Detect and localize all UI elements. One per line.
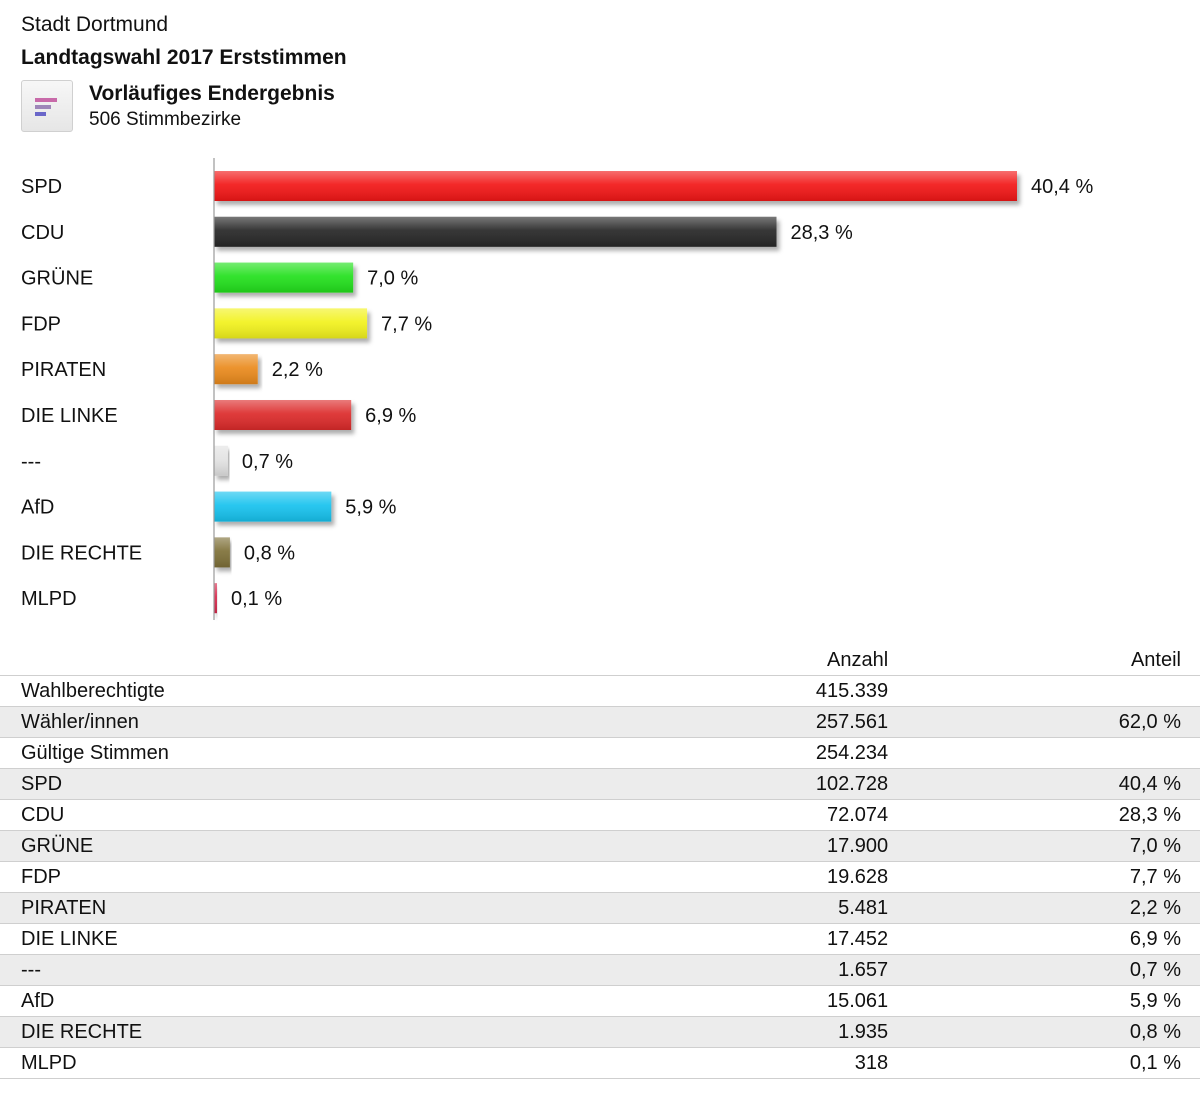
bar-other[interactable] xyxy=(214,445,228,476)
row-label: FDP xyxy=(0,861,612,893)
table-row: CDU 72.074 28,3 % xyxy=(0,799,1200,831)
category-label-grüne: GRÜNE xyxy=(21,268,93,290)
column-header-count: Anzahl xyxy=(611,645,889,676)
value-label-cdu: 28,3 % xyxy=(790,222,852,244)
row-share: 0,7 % xyxy=(888,954,1200,986)
value-label-fdp: 7,7 % xyxy=(381,313,432,335)
results-table: Anzahl Anteil Wahlberechtigte 415.339 Wähl… xyxy=(0,645,1200,1079)
page-header: Stadt Dortmund Landtagswahl 2017 Erststi… xyxy=(21,10,1171,134)
category-label-spd: SPD xyxy=(21,176,62,198)
value-label-die-linke: 6,9 % xyxy=(365,405,416,427)
row-count: 5.481 xyxy=(611,892,889,924)
category-label-die-linke: DIE LINKE xyxy=(21,405,118,427)
value-label-piraten: 2,2 % xyxy=(272,359,323,381)
bar-die-linke[interactable] xyxy=(214,400,352,430)
row-share: 7,7 % xyxy=(888,861,1200,893)
value-label-afd: 5,9 % xyxy=(345,497,396,519)
table-row: DIE RECHTE 1.935 0,8 % xyxy=(0,1016,1200,1048)
value-label-other: 0,7 % xyxy=(242,451,293,473)
bar-piraten[interactable] xyxy=(214,354,258,385)
row-count: 102.728 xyxy=(611,768,889,800)
row-label: GRÜNE xyxy=(0,830,612,862)
row-label: DIE LINKE xyxy=(0,923,612,955)
result-status: Vorläufiges Endergebnis 506 Stimmbezirke xyxy=(21,80,1171,134)
row-share: 5,9 % xyxy=(888,985,1200,1017)
row-count: 254.234 xyxy=(611,737,889,769)
row-count: 257.561 xyxy=(611,706,889,738)
row-count: 318 xyxy=(611,1047,889,1079)
value-label-grüne: 7,0 % xyxy=(367,268,418,290)
election-title: Landtagswahl 2017 Erststimmen xyxy=(21,46,347,69)
row-label: Gültige Stimmen xyxy=(0,737,612,769)
row-label: --- xyxy=(0,954,612,986)
bar-spd[interactable] xyxy=(214,171,1017,201)
row-count: 17.452 xyxy=(611,923,889,955)
table-row: Wähler/innen 257.561 62,0 % xyxy=(0,706,1200,738)
row-share: 0,8 % xyxy=(888,1016,1200,1048)
row-share xyxy=(888,737,1200,769)
row-share: 7,0 % xyxy=(888,830,1200,862)
row-label: DIE RECHTE xyxy=(0,1016,612,1048)
row-label: Wähler/innen xyxy=(0,706,612,738)
category-label-mlpd: MLPD xyxy=(21,588,77,610)
row-count: 72.074 xyxy=(611,799,889,831)
bar-fdp[interactable] xyxy=(214,308,368,339)
row-share: 0,1 % xyxy=(888,1047,1200,1079)
result-status-title: Vorläufiges Endergebnis xyxy=(89,82,335,105)
result-status-subtitle: 506 Stimmbezirke xyxy=(89,109,242,130)
row-count: 15.061 xyxy=(611,985,889,1017)
row-count: 17.900 xyxy=(611,830,889,862)
bar-cdu[interactable] xyxy=(214,216,777,247)
column-header-label xyxy=(0,645,612,676)
row-label: AfD xyxy=(0,985,612,1017)
row-count: 1.657 xyxy=(611,954,889,986)
category-label-fdp: FDP xyxy=(21,313,61,335)
category-label-afd: AfD xyxy=(21,497,54,519)
row-share: 40,4 % xyxy=(888,768,1200,800)
table-row: FDP 19.628 7,7 % xyxy=(0,861,1200,893)
table-row: Wahlberechtigte 415.339 xyxy=(0,675,1200,707)
table-row: AfD 15.061 5,9 % xyxy=(0,985,1200,1017)
bar-chart-icon[interactable] xyxy=(21,80,73,132)
value-label-die-rechte: 0,8 % xyxy=(244,542,295,564)
table-row: SPD 102.728 40,4 % xyxy=(0,768,1200,800)
table-row: PIRATEN 5.481 2,2 % xyxy=(0,892,1200,924)
bar-die-rechte[interactable] xyxy=(214,537,230,568)
row-label: Wahlberechtigte xyxy=(0,675,612,707)
table-row: DIE LINKE 17.452 6,9 % xyxy=(0,923,1200,955)
row-share: 2,2 % xyxy=(888,892,1200,924)
table-row: --- 1.657 0,7 % xyxy=(0,954,1200,986)
row-label: MLPD xyxy=(0,1047,612,1079)
row-share: 6,9 % xyxy=(888,923,1200,955)
table-row: Gültige Stimmen 254.234 xyxy=(0,737,1200,769)
bar-chart: SPD 40,4 % CDU 28,3 % GRÜNE 7,0 % FDP 7,7 % PIRA… xyxy=(21,158,1093,620)
row-count: 1.935 xyxy=(611,1016,889,1048)
row-label: SPD xyxy=(0,768,612,800)
category-label-die-rechte: DIE RECHTE xyxy=(21,542,142,564)
value-label-spd: 40,4 % xyxy=(1031,176,1093,198)
bar-grüne[interactable] xyxy=(214,262,354,293)
row-share: 28,3 % xyxy=(888,799,1200,831)
row-count: 415.339 xyxy=(611,675,889,707)
category-label-cdu: CDU xyxy=(21,222,64,244)
row-count: 19.628 xyxy=(611,861,889,893)
bar-afd[interactable] xyxy=(214,491,332,522)
row-label: PIRATEN xyxy=(0,892,612,924)
category-label-other: --- xyxy=(21,451,41,473)
value-label-mlpd: 0,1 % xyxy=(231,588,282,610)
row-share xyxy=(888,675,1200,707)
category-label-piraten: PIRATEN xyxy=(21,359,106,381)
bar-chart-container: SPD 40,4 % CDU 28,3 % GRÜNE 7,0 % FDP 7,7 % PIRA… xyxy=(0,158,1200,628)
row-share: 62,0 % xyxy=(888,706,1200,738)
row-label: CDU xyxy=(0,799,612,831)
city-title: Stadt Dortmund xyxy=(21,13,169,36)
table-header-row: Anzahl Anteil xyxy=(0,645,1200,676)
table-row: MLPD 318 0,1 % xyxy=(0,1047,1200,1079)
column-header-share: Anteil xyxy=(888,645,1200,676)
table-row: GRÜNE 17.900 7,0 % xyxy=(0,830,1200,862)
